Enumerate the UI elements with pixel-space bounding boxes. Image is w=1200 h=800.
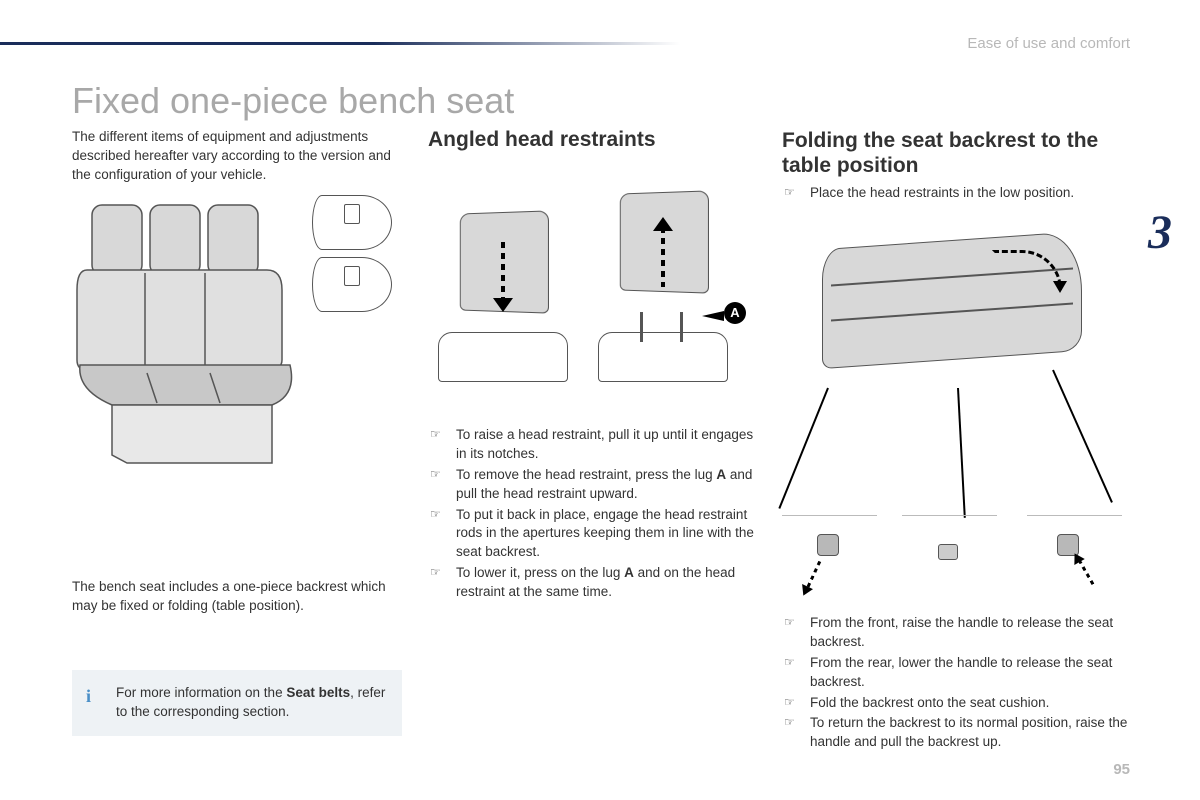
top-rule xyxy=(0,42,680,45)
bench-seat-illustration xyxy=(72,195,302,485)
vehicle-top-view-icon xyxy=(312,257,392,312)
headrest-lower-illustration xyxy=(438,172,568,392)
list-item: To return the backrest to its normal pos… xyxy=(782,714,1132,752)
page-title: Fixed one-piece bench seat xyxy=(72,80,514,122)
bench-seat-figure xyxy=(72,195,392,535)
list-item: From the front, raise the handle to rele… xyxy=(782,614,1132,652)
folding-instructions: From the front, raise the handle to rele… xyxy=(782,614,1132,754)
list-item: Place the head restraints in the low pos… xyxy=(782,184,1122,203)
handle-detail-rear xyxy=(1027,515,1122,600)
list-item: To remove the head restraint, press the … xyxy=(428,466,758,504)
intro-text: The different items of equipment and adj… xyxy=(72,128,402,185)
headrest-raise-illustration: A xyxy=(598,172,728,392)
folding-backrest-figure xyxy=(782,210,1122,600)
head-restraint-figure: A xyxy=(428,172,758,412)
info-box: i For more information on the Seat belts… xyxy=(72,670,402,736)
handle-detail-center xyxy=(902,515,997,600)
bench-caption: The bench seat includes a one-piece back… xyxy=(72,578,402,616)
handle-detail-front xyxy=(782,515,877,600)
list-item: To put it back in place, engage the head… xyxy=(428,506,758,563)
folding-backrest-title: Folding the seat backrest to the table p… xyxy=(782,128,1122,178)
list-item: From the rear, lower the handle to relea… xyxy=(782,654,1132,692)
folding-first-step: Place the head restraints in the low pos… xyxy=(782,184,1122,205)
head-restraints-title: Angled head restraints xyxy=(428,128,656,152)
info-icon: i xyxy=(86,684,102,709)
vehicle-top-view-icon xyxy=(312,195,392,250)
list-item: To raise a head restraint, pull it up un… xyxy=(428,426,758,464)
chapter-number: 3 xyxy=(1148,205,1172,260)
section-label: Ease of use and comfort xyxy=(967,35,1130,52)
info-text: For more information on the Seat belts, … xyxy=(116,685,385,719)
list-item: To lower it, press on the lug A and on t… xyxy=(428,564,758,602)
label-a-callout: A xyxy=(724,302,746,324)
list-item: Fold the backrest onto the seat cushion. xyxy=(782,694,1132,713)
head-restraint-instructions: To raise a head restraint, pull it up un… xyxy=(428,426,758,604)
page-number: 95 xyxy=(1113,761,1130,778)
